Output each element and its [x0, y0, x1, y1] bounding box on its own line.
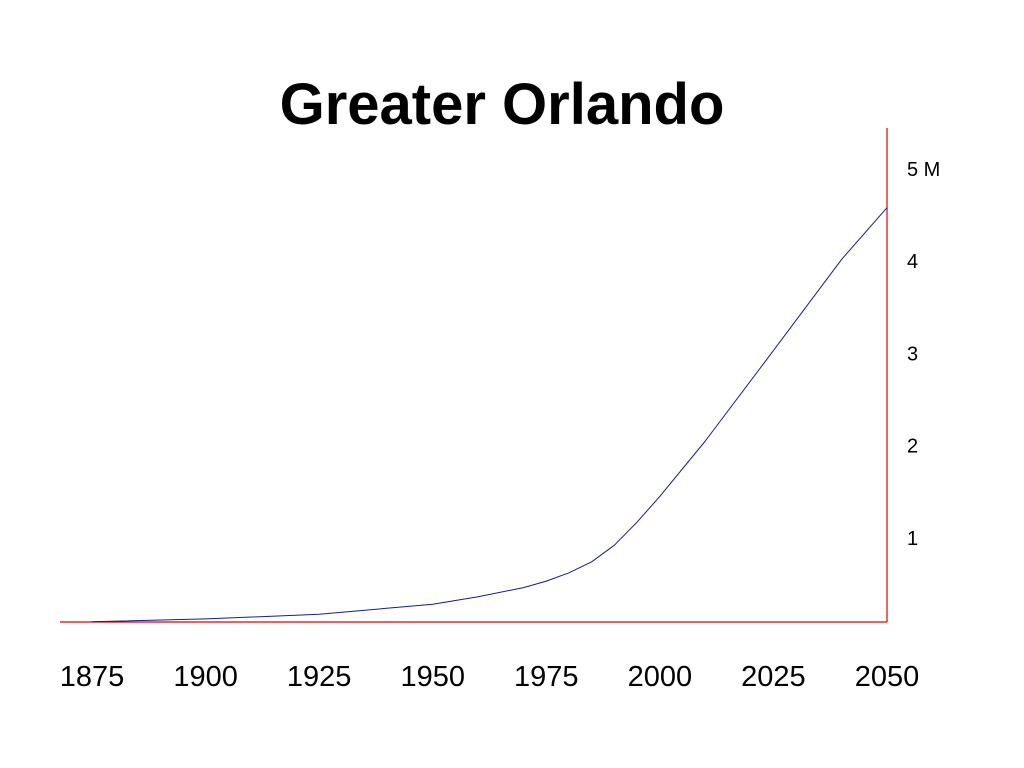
chart-title: Greater Orlando	[279, 72, 725, 137]
x-tick-label: 1875	[60, 661, 125, 693]
x-tick-label: 1950	[400, 661, 465, 693]
y-tick-label: 3	[907, 343, 918, 365]
x-tick-label: 1925	[287, 661, 352, 693]
y-tick-label: 2	[907, 436, 918, 458]
x-tick-label: 1900	[173, 661, 238, 693]
x-tick-label: 2050	[855, 661, 920, 693]
y-tick-label: 5 M	[907, 159, 940, 181]
series-line-0	[91, 207, 888, 623]
x-tick-label: 1975	[514, 661, 579, 693]
y-tick-label: 1	[907, 528, 918, 550]
y-tick-label: 4	[907, 251, 918, 273]
x-tick-label: 2025	[741, 661, 806, 693]
x-tick-label: 2000	[628, 661, 693, 693]
